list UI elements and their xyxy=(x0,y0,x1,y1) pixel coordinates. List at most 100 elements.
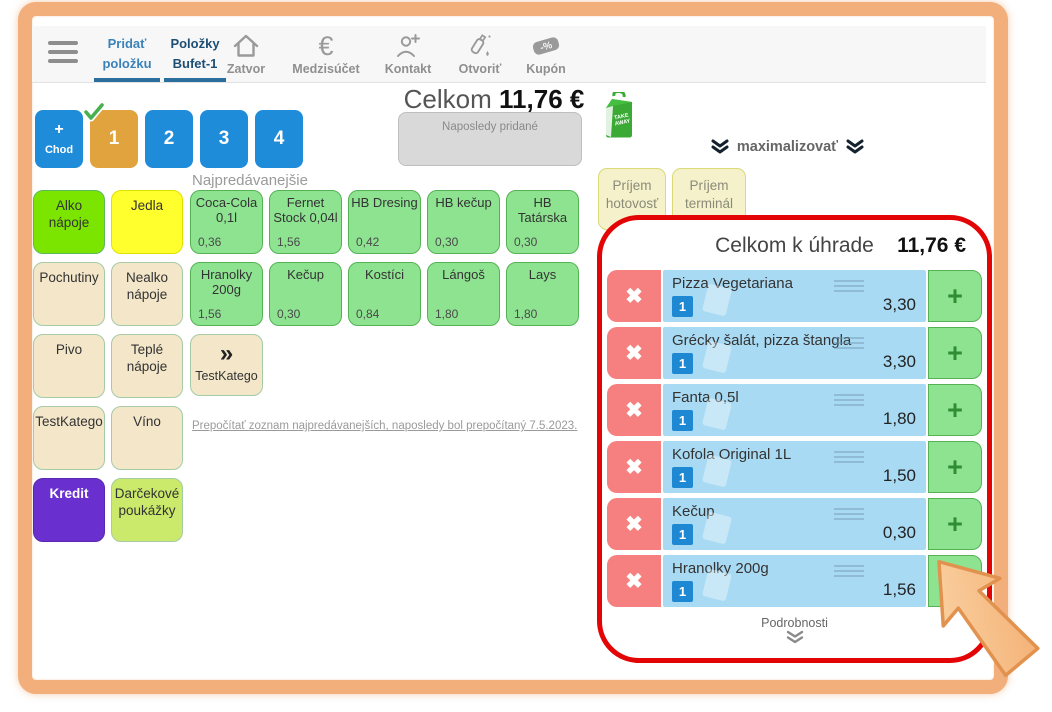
order-item-name: Pizza Vegetariana xyxy=(672,275,793,292)
lines-icon xyxy=(834,451,864,466)
order-item-body[interactable]: Grécky šalát, pizza štangla 1 3,30 xyxy=(663,327,926,379)
order-item-body[interactable]: Hranolky 200g 1 1,56 xyxy=(663,555,926,607)
category-darcekove-poukazky[interactable]: Darčekové poukážky xyxy=(111,478,183,542)
course-4-button[interactable]: 4 xyxy=(255,110,303,168)
add-course-label: Chod xyxy=(44,144,74,156)
tab-add-item[interactable]: Pridať položku xyxy=(94,30,160,83)
product-hb-tatarska[interactable]: HB Tatárska 0,30 xyxy=(506,190,579,254)
product-kecup[interactable]: Kečup 0,30 xyxy=(269,262,342,326)
svg-text:TAKE: TAKE xyxy=(614,113,630,122)
double-arrow-right-icon: » xyxy=(219,340,234,367)
nav-coupon-label: Kupón xyxy=(526,62,566,76)
product-price: 1,80 xyxy=(514,307,538,321)
order-item-price: 1,80 xyxy=(882,409,916,428)
order-total-value: 11,76 € xyxy=(897,234,966,257)
product-price: 0,42 xyxy=(356,235,380,249)
product-kostici[interactable]: Kostíci 0,84 xyxy=(348,262,421,326)
course-1-label: 1 xyxy=(108,128,120,149)
tab-items-bufet[interactable]: Položky Bufet-1 xyxy=(164,30,226,83)
more-category-button[interactable]: » TestKatego xyxy=(190,334,263,396)
remove-item-button[interactable]: ✖ xyxy=(607,555,661,607)
category-nealko-napoje[interactable]: Nealko nápoje xyxy=(111,262,183,326)
product-price: 0,30 xyxy=(514,235,538,249)
category-pivo[interactable]: Pivo xyxy=(33,334,105,398)
note-icon xyxy=(701,511,733,545)
product-hranolky[interactable]: Hranolky 200g 1,56 xyxy=(190,262,263,326)
last-added-label: Naposledy pridané xyxy=(442,121,538,133)
add-item-button[interactable]: + xyxy=(928,555,982,607)
grand-total: Celkom 11,76 € xyxy=(378,84,610,115)
order-title: Celkom k úhrade xyxy=(715,234,874,257)
remove-item-button[interactable]: ✖ xyxy=(607,498,661,550)
order-item-qty: 1 xyxy=(672,524,693,545)
note-icon xyxy=(701,340,733,374)
chevron-double-down-icon xyxy=(711,139,729,154)
tab-items-bufet-line2: Bufet-1 xyxy=(172,56,218,71)
order-item-body[interactable]: Fanta 0,5l 1 1,80 xyxy=(663,384,926,436)
nav-open-button[interactable]: Otvoriť xyxy=(438,32,522,76)
order-item-body[interactable]: Pizza Vegetariana 1 3,30 xyxy=(663,270,926,322)
add-item-button[interactable]: + xyxy=(928,498,982,550)
coupon-icon: -% xyxy=(504,32,588,60)
category-grid: Alko nápoje Jedla Pochutiny Nealko nápoj… xyxy=(33,190,183,542)
order-item-qty: 1 xyxy=(672,353,693,374)
nav-contact-button[interactable]: Kontakt xyxy=(366,32,450,76)
lines-icon xyxy=(834,508,864,523)
order-item-body[interactable]: Kofola Original 1L 1 1,50 xyxy=(663,441,926,493)
take-away-icon[interactable]: TAKE AWAY xyxy=(598,89,640,142)
category-testkatego[interactable]: TestKatego xyxy=(33,406,105,470)
product-lays[interactable]: Lays 1,80 xyxy=(506,262,579,326)
recalculate-link[interactable]: Prepočítať zoznam najpredávanejších, nap… xyxy=(192,420,578,432)
note-icon xyxy=(701,454,733,488)
product-price: 1,56 xyxy=(198,307,222,321)
product-hb-kecup[interactable]: HB kečup 0,30 xyxy=(427,190,500,254)
product-hb-dresing[interactable]: HB Dresing 0,42 xyxy=(348,190,421,254)
order-header: Celkom k úhrade 11,76 € xyxy=(605,234,984,270)
euro-icon: € xyxy=(318,31,334,61)
remove-item-button[interactable]: ✖ xyxy=(607,270,661,322)
add-course-button[interactable]: + Chod xyxy=(35,110,83,168)
category-alko-napoje[interactable]: Alko nápoje xyxy=(33,190,105,254)
product-price: 1,80 xyxy=(435,307,459,321)
product-fernet-stock[interactable]: Fernet Stock 0,04l 1,56 xyxy=(269,190,342,254)
grand-total-label: Celkom xyxy=(403,84,492,114)
maximize-toggle[interactable]: maximalizovať xyxy=(700,139,875,155)
order-item-body[interactable]: Kečup 1 0,30 xyxy=(663,498,926,550)
last-added-box: Naposledy pridané xyxy=(398,112,582,166)
course-3-button[interactable]: 3 xyxy=(200,110,248,168)
nav-close-label: Zatvor xyxy=(226,62,266,76)
remove-item-button[interactable]: ✖ xyxy=(607,327,661,379)
category-kredit[interactable]: Kredit xyxy=(33,478,105,542)
remove-item-button[interactable]: ✖ xyxy=(607,384,661,436)
course-2-button[interactable]: 2 xyxy=(145,110,193,168)
add-item-button[interactable]: + xyxy=(928,270,982,322)
add-item-button[interactable]: + xyxy=(928,441,982,493)
order-item-name: Fanta 0,5l xyxy=(672,389,739,406)
product-langos[interactable]: Lángoš 1,80 xyxy=(427,262,500,326)
check-icon xyxy=(82,101,106,128)
nav-close-button[interactable]: Zatvor xyxy=(204,32,288,76)
menu-icon[interactable] xyxy=(48,41,80,68)
category-vino[interactable]: Víno xyxy=(111,406,183,470)
add-item-button[interactable]: + xyxy=(928,384,982,436)
category-jedla[interactable]: Jedla xyxy=(111,190,183,254)
nav-subtotal-button[interactable]: € Medzisúčet xyxy=(284,31,368,77)
order-item-price: 3,30 xyxy=(882,295,916,314)
maximize-label: maximalizovať xyxy=(736,139,839,155)
order-item-price: 1,50 xyxy=(882,466,916,485)
order-item-name: Kofola Original 1L xyxy=(672,446,792,463)
course-1-button[interactable]: 1 xyxy=(82,101,138,168)
add-item-button[interactable]: + xyxy=(928,327,982,379)
tab-items-bufet-line1: Položky xyxy=(170,36,220,51)
category-pochutiny[interactable]: Pochutiny xyxy=(33,262,105,326)
product-price: 0,36 xyxy=(198,235,222,249)
remove-item-button[interactable]: ✖ xyxy=(607,441,661,493)
order-item-row: ✖ Fanta 0,5l 1 1,80 + xyxy=(607,384,982,436)
person-add-icon xyxy=(366,32,450,60)
category-teple-napoje[interactable]: Teplé nápoje xyxy=(111,334,183,398)
details-toggle[interactable]: Podrobnosti xyxy=(605,616,984,647)
lines-icon xyxy=(834,280,864,295)
product-coca-cola[interactable]: Coca-Cola 0,1l 0,36 xyxy=(190,190,263,254)
nav-coupon-button[interactable]: -% Kupón xyxy=(504,32,588,76)
order-item-qty: 1 xyxy=(672,467,693,488)
